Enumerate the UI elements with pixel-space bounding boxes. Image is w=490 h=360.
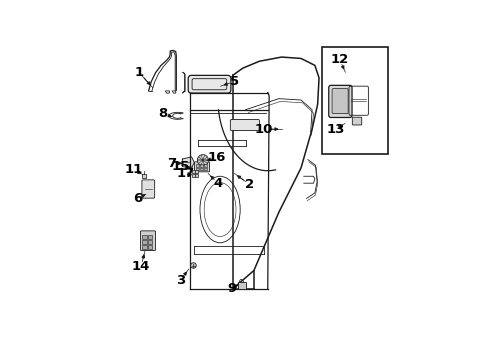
Text: 13: 13 [326, 123, 345, 136]
Bar [143, 245, 147, 249]
FancyBboxPatch shape [142, 180, 155, 198]
Text: 9: 9 [227, 282, 236, 295]
FancyBboxPatch shape [188, 75, 231, 93]
Text: 12: 12 [331, 53, 349, 66]
Bar [196, 174, 198, 177]
Bar [143, 240, 147, 244]
Bar [143, 235, 147, 239]
Text: 16: 16 [207, 151, 226, 164]
FancyBboxPatch shape [352, 117, 362, 125]
FancyBboxPatch shape [230, 120, 259, 131]
Bar [148, 245, 152, 249]
Text: 5: 5 [230, 75, 239, 88]
Bar [200, 168, 203, 170]
Text: 15: 15 [172, 160, 190, 173]
Bar [192, 170, 195, 173]
Text: 7: 7 [168, 157, 177, 170]
Text: 8: 8 [159, 107, 168, 120]
FancyBboxPatch shape [195, 162, 210, 172]
FancyBboxPatch shape [329, 85, 352, 117]
Text: 1: 1 [134, 66, 144, 79]
Bar [196, 170, 198, 173]
FancyBboxPatch shape [141, 231, 155, 251]
Text: 11: 11 [124, 163, 143, 176]
Bar [192, 174, 195, 177]
Bar [148, 235, 152, 239]
Text: 3: 3 [176, 274, 185, 287]
Text: 14: 14 [132, 260, 150, 273]
Text: 4: 4 [213, 177, 222, 190]
Bar [196, 164, 199, 167]
FancyBboxPatch shape [332, 89, 348, 114]
Circle shape [197, 155, 208, 166]
Text: 2: 2 [245, 178, 254, 191]
Bar [200, 164, 203, 167]
Bar [322, 48, 389, 154]
Polygon shape [182, 157, 195, 168]
Bar [204, 164, 207, 167]
Text: 17: 17 [177, 167, 195, 180]
Bar [238, 283, 245, 288]
Polygon shape [142, 174, 147, 179]
Circle shape [191, 263, 196, 268]
Bar [196, 168, 199, 170]
Text: 6: 6 [133, 192, 142, 205]
Bar [148, 240, 152, 244]
Text: 10: 10 [254, 123, 273, 136]
Bar [204, 168, 207, 170]
